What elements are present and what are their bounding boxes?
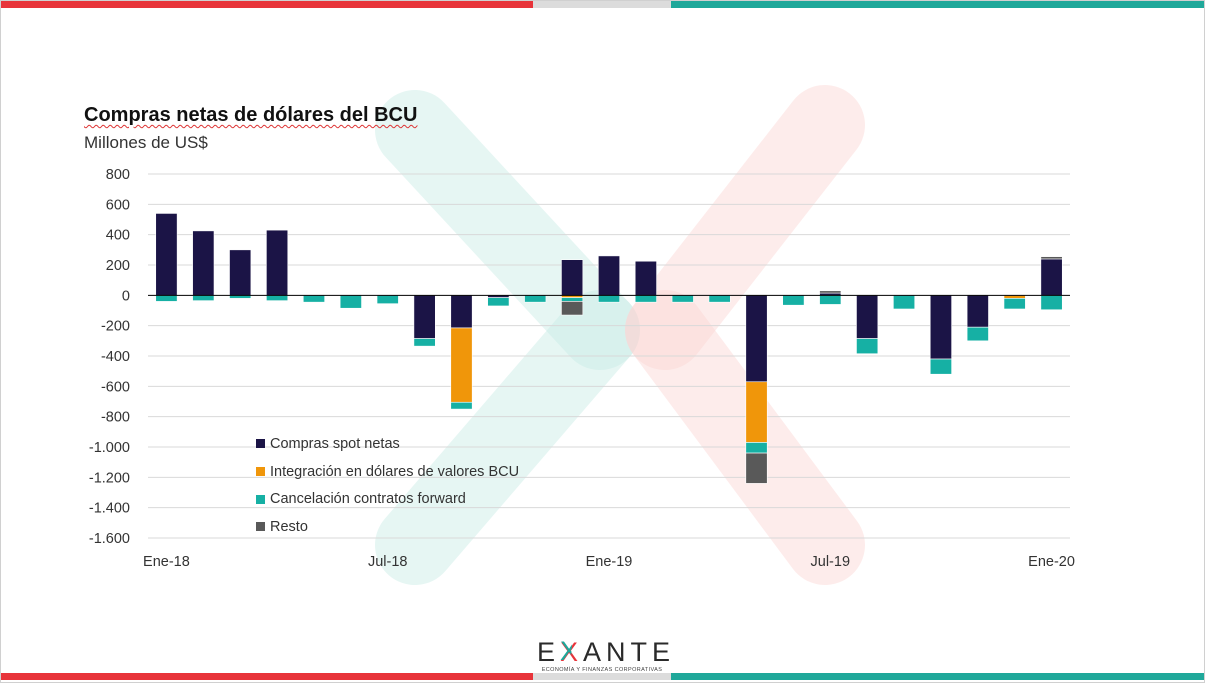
y-tick-label: -1.400 — [89, 501, 130, 517]
y-tick-label: -1.200 — [89, 470, 130, 486]
x-tick-label: Jul-19 — [811, 554, 851, 570]
stripe-red-segment — [1, 1, 533, 8]
bar-segment — [634, 295, 657, 303]
legend-swatch — [256, 522, 265, 532]
stripe-teal-segment — [671, 1, 1204, 8]
bar-segment — [561, 301, 584, 316]
bar-segment — [929, 358, 952, 375]
legend-label: Resto — [270, 518, 308, 535]
stripe-red-segment — [1, 673, 533, 680]
chart-legend: Compras spot netas Integración en dólare… — [256, 430, 519, 541]
legend-item-resto: Resto — [256, 513, 519, 541]
legend-label: Compras spot netas — [270, 435, 400, 452]
bar-segment — [450, 327, 473, 403]
y-tick-label: -1.600 — [89, 531, 130, 547]
bar-segment — [745, 452, 768, 484]
bar-segment — [893, 295, 916, 310]
stripe-teal-segment — [671, 673, 1204, 680]
legend-swatch — [256, 439, 265, 449]
y-tick-label: 600 — [106, 197, 130, 213]
y-tick-label: 200 — [106, 258, 130, 274]
y-tick-label: -1.000 — [89, 440, 130, 456]
bar-segment — [598, 295, 620, 303]
legend-label: Cancelación contratos forward — [270, 491, 466, 508]
legend-swatch — [256, 494, 265, 504]
bar-segment — [524, 295, 547, 303]
bar-segment — [856, 295, 879, 339]
bar-segment — [155, 295, 178, 302]
bar-segment — [266, 229, 289, 296]
bar-segment — [450, 295, 473, 329]
bar-segment — [819, 295, 842, 305]
bar-segment — [745, 295, 768, 383]
y-tick-label: 400 — [106, 228, 130, 244]
bar-segment — [819, 290, 842, 294]
y-tick-label: -800 — [101, 410, 130, 426]
y-tick-label: 0 — [122, 288, 130, 304]
bar-segment — [192, 230, 215, 296]
x-tick-label: Ene-20 — [1028, 554, 1075, 570]
bottom-color-stripe — [1, 673, 1204, 680]
exante-logo: EX X ANTE ECONOMÍA Y FINANZAS CORPORATIVAS — [537, 636, 670, 673]
logo-letters: ANTE — [583, 637, 676, 667]
bars — [155, 213, 1063, 484]
bar-segment — [671, 295, 694, 303]
chart-title: Compras netas de dólares del BCU — [84, 104, 418, 126]
top-color-stripe — [1, 1, 1204, 8]
legend-item-compras-spot: Compras spot netas — [256, 430, 519, 458]
stripe-grey-segment — [533, 673, 671, 680]
legend-item-cancelacion: Cancelación contratos forward — [256, 485, 519, 513]
x-tick-label: Ene-18 — [143, 554, 190, 570]
bar-segment — [708, 295, 731, 303]
bar-segment — [413, 338, 436, 347]
logo-letter: E — [537, 637, 561, 667]
bar-segment — [634, 260, 657, 296]
bar-segment — [450, 401, 473, 410]
bar-segment — [413, 295, 436, 339]
bar-segment — [302, 295, 325, 303]
bar-segment — [598, 255, 620, 296]
legend-item-integracion: Integración en dólares de valores BCU — [256, 458, 519, 486]
bar-segment — [966, 326, 989, 342]
bar-segment — [561, 259, 584, 296]
bar-segment — [487, 297, 510, 307]
bar-segment — [192, 295, 215, 301]
x-axis-ticks: Ene-18 Jul-18 Ene-19 Jul-19 Ene-20 — [143, 554, 1075, 570]
y-axis-ticks: 800 600 400 200 0 -200 -400 -600 -800 -1.000 -1.20… — [89, 167, 130, 547]
legend-swatch — [256, 467, 265, 477]
logo-wordmark: EX X ANTE — [537, 636, 670, 667]
bar-segment — [966, 295, 989, 328]
grid-lines — [148, 173, 1070, 539]
bar-segment — [339, 295, 362, 309]
y-tick-label: -600 — [101, 379, 130, 395]
bar-segment — [266, 295, 289, 301]
bar-segment — [856, 338, 879, 355]
bar-segment — [1040, 258, 1063, 296]
bar-segment — [155, 213, 178, 296]
x-tick-label: Jul-18 — [368, 554, 408, 570]
bar-segment — [1040, 256, 1063, 260]
y-tick-label: -400 — [101, 349, 130, 365]
x-tick-label: Ene-19 — [586, 554, 633, 570]
bar-segment — [1003, 298, 1026, 310]
bar-segment — [745, 381, 768, 443]
bar-segment — [929, 295, 952, 360]
bar-segment — [1040, 295, 1063, 311]
bar-segment — [561, 297, 584, 302]
logo-tagline: ECONOMÍA Y FINANZAS CORPORATIVAS — [541, 667, 663, 673]
y-tick-label: 800 — [106, 167, 130, 183]
y-tick-label: -200 — [101, 319, 130, 335]
bar-segment — [229, 249, 252, 296]
chart-subtitle: Millones de US$ — [84, 133, 208, 152]
bar-segment — [376, 295, 399, 304]
legend-label: Integración en dólares de valores BCU — [270, 463, 520, 480]
stripe-grey-segment — [533, 1, 671, 8]
bar-segment — [782, 295, 805, 306]
bar-segment — [745, 442, 768, 454]
